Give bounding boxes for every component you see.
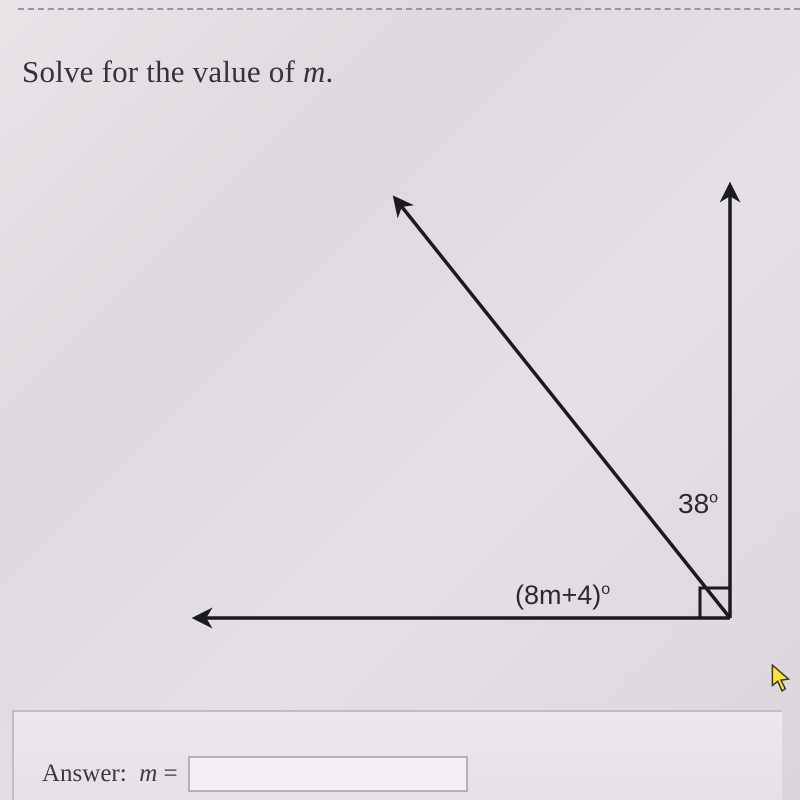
- right-angle-marker: [700, 588, 730, 618]
- question-prefix: Solve for the value of: [22, 54, 303, 89]
- cursor-path: [772, 665, 788, 691]
- question-suffix: .: [326, 54, 334, 89]
- worksheet-page: Solve for the value of m. 38o (8m+4)o An…: [0, 0, 800, 800]
- answer-input[interactable]: [188, 756, 468, 792]
- angle-diagram: [0, 0, 800, 800]
- answer-equals: =: [164, 760, 178, 787]
- degree-symbol: o: [709, 490, 718, 507]
- answer-variable: m: [139, 760, 157, 787]
- answer-panel: Answer: m =: [12, 710, 782, 800]
- mouse-cursor-icon: [770, 664, 792, 692]
- angle-38-value: 38: [678, 488, 709, 519]
- answer-label: Answer: m =: [42, 760, 178, 788]
- angle-label-38: 38o: [678, 488, 718, 520]
- top-dashed-rule: [18, 8, 800, 10]
- angle-8m-expression: (8m+4): [515, 580, 601, 610]
- angle-label-8m4: (8m+4)o: [515, 580, 610, 611]
- answer-word: Answer:: [42, 760, 127, 787]
- ray-diagonal: [398, 202, 730, 618]
- question-text: Solve for the value of m.: [22, 54, 333, 90]
- answer-row: Answer: m =: [42, 756, 468, 792]
- degree-symbol: o: [601, 581, 610, 598]
- question-variable: m: [303, 54, 326, 89]
